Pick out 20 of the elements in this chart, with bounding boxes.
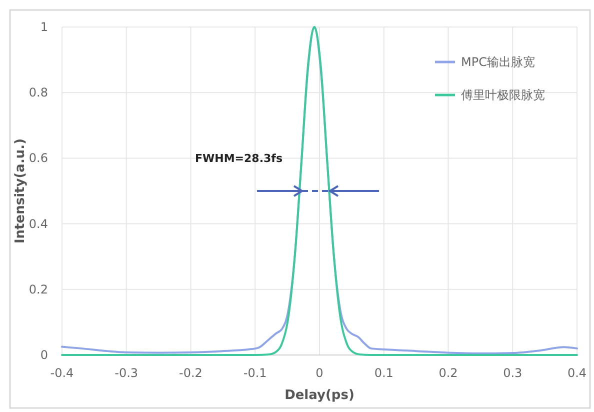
x-tick-label: -0.4 [50,366,74,380]
x-tick-label: 0.3 [503,366,522,380]
y-tick-label: 0.8 [28,86,48,100]
x-tick-label: 0.4 [567,366,587,380]
x-tick-label: -0.1 [243,366,267,380]
legend-label: MPC输出脉宽 [461,55,535,69]
annotation: FWHM=28.3fs [195,152,283,165]
y-tick-label: 0.4 [28,216,48,231]
x-tick-label: -0.2 [179,366,202,380]
y-tick-label: 0 [40,348,48,362]
y-tick-label: 0.6 [28,151,48,166]
x-tick-label: 0.2 [438,366,458,380]
x-tick-label: -0.3 [114,366,138,380]
y-axis-title: Intensity(a.u.) [13,138,28,244]
x-axis-title: Delay(ps) [284,388,354,403]
x-tick-label: 0 [316,366,324,380]
y-tick-label: 0.2 [28,282,48,296]
y-tick-label: 1 [40,20,48,34]
x-tick-label: 0.1 [374,366,394,380]
legend-label: 傅里叶极限脉宽 [461,88,545,102]
